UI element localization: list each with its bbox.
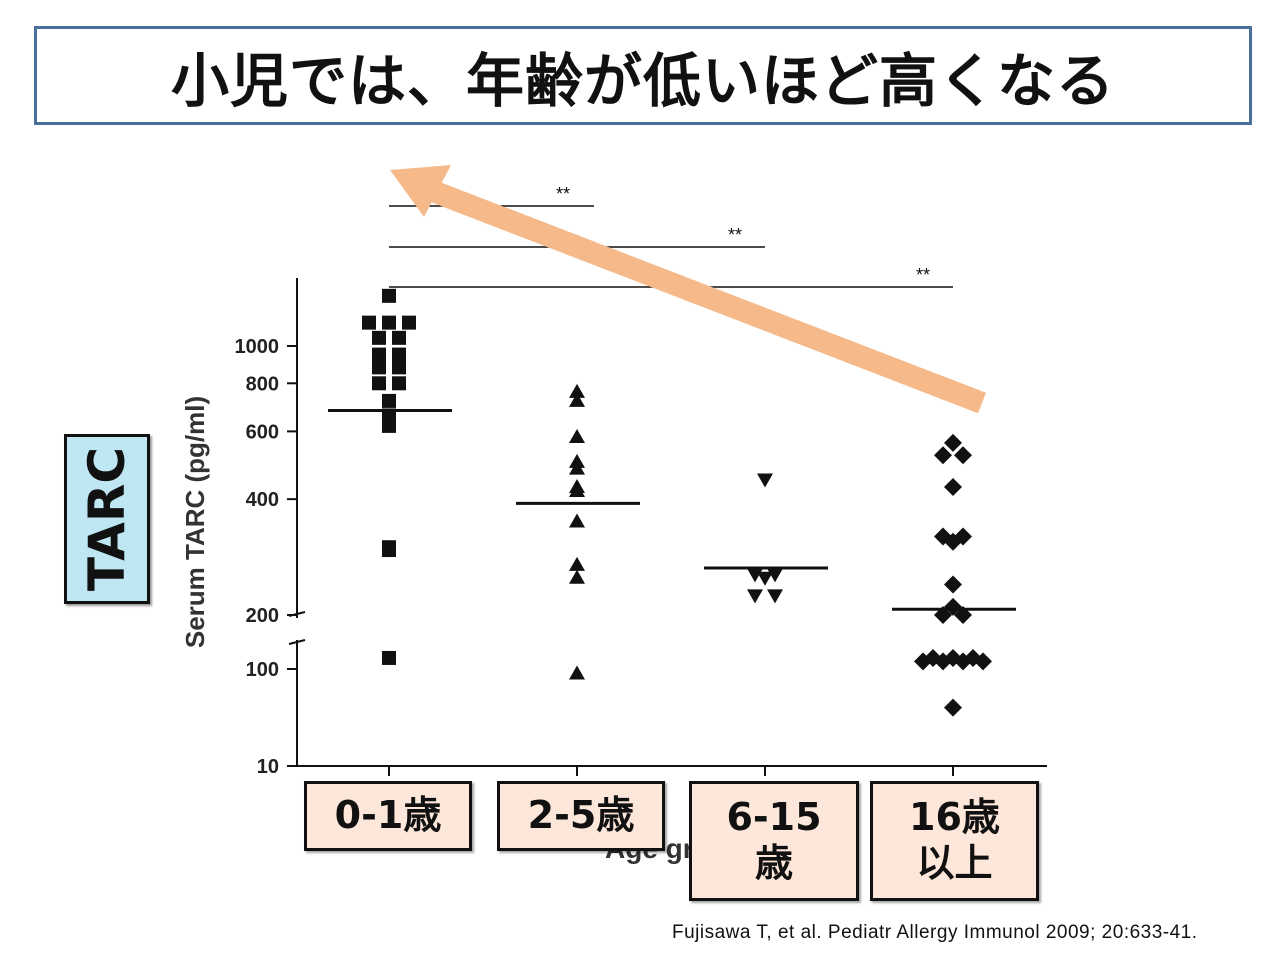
significance-label-2-5: ** <box>556 184 570 204</box>
age-box-0-1: 0-1歳 <box>304 781 472 851</box>
significance-label-6-15: ** <box>728 225 742 245</box>
point-0-1-11 <box>392 347 406 362</box>
point-16+-0 <box>944 698 962 717</box>
point-6-15-3 <box>747 568 763 583</box>
age-box-16-plus: 16歳 以上 <box>870 781 1039 901</box>
y-tick-label-800: 800 <box>246 373 279 395</box>
point-16+-15 <box>944 478 962 497</box>
point-6-15-4 <box>767 568 783 583</box>
point-0-1-17 <box>382 288 396 303</box>
y-tick-label-100: 100 <box>246 659 279 681</box>
point-16+-11 <box>944 575 962 594</box>
y-tick-label-600: 600 <box>246 421 279 443</box>
trend-arrow-head <box>390 165 451 217</box>
significance-label-16+: ** <box>916 265 930 285</box>
point-16+-6 <box>944 648 962 667</box>
tarc-label-box: TARC <box>64 434 150 604</box>
age-box-6-15: 6-15 歳 <box>689 781 859 901</box>
title-box: 小児では、年齢が低いほど高くなる <box>34 26 1252 125</box>
point-16+-18 <box>944 433 962 452</box>
point-6-15-2 <box>757 571 773 586</box>
point-2-5-5 <box>569 479 585 494</box>
point-6-15-0 <box>747 589 763 604</box>
y-axis-label: Serum TARC (pg/ml) <box>180 396 210 648</box>
point-0-1-2 <box>382 540 396 555</box>
y-tick-label-200: 200 <box>246 605 279 627</box>
point-0-1-0 <box>382 650 396 665</box>
point-0-1-12 <box>372 330 386 345</box>
y-tick-label-1000: 1000 <box>235 336 280 358</box>
point-16+-10 <box>944 597 962 616</box>
point-2-5-9 <box>569 392 585 407</box>
point-0-1-8 <box>372 360 386 375</box>
point-2-5-10 <box>569 383 585 398</box>
point-16+-7 <box>964 648 982 667</box>
point-0-1-15 <box>382 315 396 330</box>
point-2-5-2 <box>569 556 585 571</box>
point-16+-17 <box>954 446 972 465</box>
point-16+-16 <box>934 446 952 465</box>
point-0-1-10 <box>372 347 386 362</box>
trend-arrow-shaft <box>426 179 986 414</box>
point-2-5-8 <box>569 429 585 444</box>
point-0-1-16 <box>402 315 416 330</box>
point-16+-13 <box>934 527 952 546</box>
point-2-5-7 <box>569 453 585 468</box>
tarc-label: TARC <box>78 446 136 592</box>
point-0-1-13 <box>392 330 406 345</box>
citation: Fujisawa T, et al. Pediatr Allergy Immun… <box>672 922 1198 943</box>
point-2-5-3 <box>569 513 585 528</box>
axis-break-lower <box>288 639 306 645</box>
y-tick-label-10: 10 <box>257 756 279 778</box>
point-0-1-5 <box>382 393 396 408</box>
point-2-5-1 <box>569 569 585 584</box>
point-16+-14 <box>954 527 972 546</box>
point-0-1-7 <box>392 376 406 391</box>
age-box-2-5: 2-5歳 <box>497 781 665 851</box>
point-0-1-14 <box>362 315 376 330</box>
point-16+-5 <box>924 648 942 667</box>
point-0-1-9 <box>392 360 406 375</box>
y-tick-label-400: 400 <box>246 489 279 511</box>
point-6-15-1 <box>767 589 783 604</box>
point-2-5-0 <box>569 665 585 680</box>
point-0-1-6 <box>372 376 386 391</box>
page-title: 小児では、年齢が低いほど高くなる <box>170 46 1115 115</box>
point-6-15-5 <box>757 473 773 488</box>
